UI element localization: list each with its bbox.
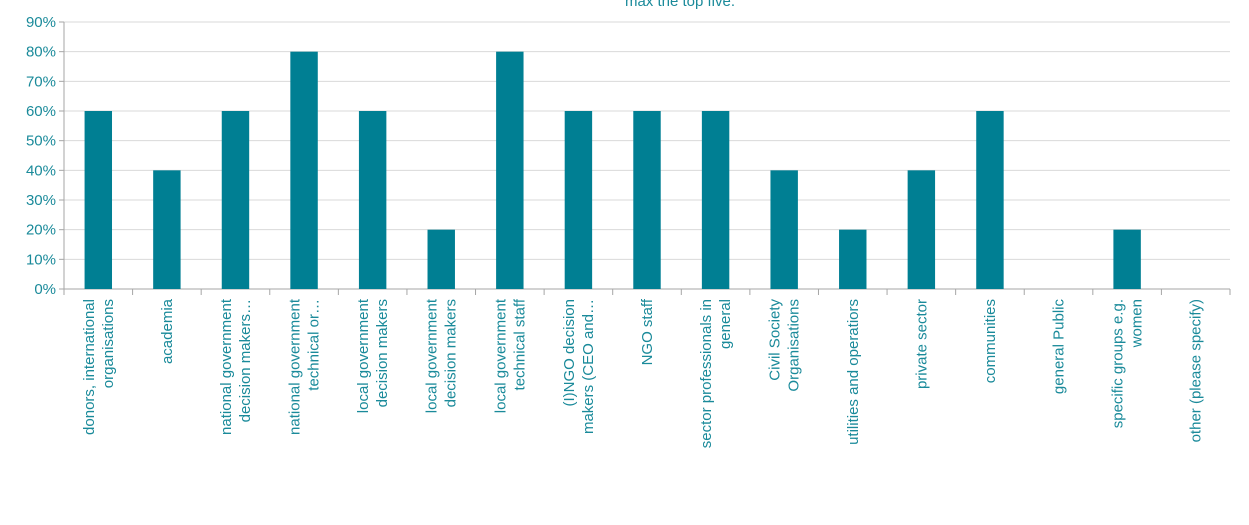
chart-title: max the top five. xyxy=(624,0,736,10)
category-label-line: specific groups e.g. xyxy=(1110,299,1127,428)
category-label-line: communities xyxy=(982,299,999,383)
category-label-line: Organisations xyxy=(786,299,803,392)
y-tick-label: 50% xyxy=(26,133,56,150)
category-label: donors, international organisations xyxy=(81,299,117,435)
y-tick-label: 70% xyxy=(26,73,56,90)
bar xyxy=(290,51,318,289)
category-label: local government technical staff xyxy=(492,298,528,413)
category-label-line: national government xyxy=(287,298,304,435)
category-label: sector professionals in general xyxy=(698,299,734,448)
category-label-line: general Public xyxy=(1051,299,1068,395)
category-label-line: women xyxy=(1129,299,1146,348)
category-label-line: local government xyxy=(492,298,509,413)
y-tick-label: 80% xyxy=(26,44,56,61)
bar xyxy=(633,111,661,289)
bar xyxy=(496,51,524,289)
category-label-line: makers (CEO and… xyxy=(580,299,597,434)
category-label-line: technical staff xyxy=(511,298,528,390)
y-tick-label: 90% xyxy=(26,14,56,31)
bar xyxy=(84,111,113,289)
category-label-line: private sector xyxy=(913,299,930,389)
bar xyxy=(1113,229,1141,289)
category-label-line: utilities and operatiors xyxy=(845,299,862,445)
category-label-line: general xyxy=(717,299,734,349)
y-tick-label: 30% xyxy=(26,192,56,209)
category-label-line: (I)NGO decision xyxy=(561,299,578,407)
category-label-line: academia xyxy=(159,298,176,364)
category-label: local government decision makers xyxy=(355,298,391,413)
y-tick-label: 40% xyxy=(26,162,56,179)
y-tick-label: 20% xyxy=(26,222,56,239)
category-label: (I)NGO decision makers (CEO and… xyxy=(561,299,597,434)
category-label: utilities and operatiors xyxy=(845,299,862,445)
category-label-line: organisations xyxy=(100,299,117,388)
category-label-line: decision makers… xyxy=(237,299,254,422)
category-label-line: sector professionals in xyxy=(698,299,715,448)
category-label-line: local government xyxy=(355,298,372,413)
category-label-line: technical or… xyxy=(306,299,323,391)
bar xyxy=(358,111,387,289)
bar xyxy=(770,170,798,289)
category-label: academia xyxy=(159,298,176,364)
y-tick-label: 60% xyxy=(26,103,56,120)
bar xyxy=(976,111,1004,289)
category-label: specific groups e.g. women xyxy=(1110,299,1146,428)
y-tick-label: 10% xyxy=(26,251,56,268)
category-label-line: Civil Society xyxy=(767,299,784,381)
bar xyxy=(701,111,730,289)
bar xyxy=(427,229,455,289)
category-label: general Public xyxy=(1051,299,1068,395)
category-label-line: decision makers xyxy=(443,299,460,407)
category-label-line: other (please specify) xyxy=(1188,299,1205,442)
bar xyxy=(153,170,181,289)
category-label: national government decision makers… xyxy=(218,298,254,435)
category-label: private sector xyxy=(913,299,930,389)
bar xyxy=(564,111,593,289)
y-tick-label: 0% xyxy=(34,281,56,298)
category-label-line: local government xyxy=(424,298,441,413)
category-label: national government technical or… xyxy=(287,298,323,435)
category-label: communities xyxy=(982,299,999,383)
bar xyxy=(839,229,867,289)
category-label: Civil Society Organisations xyxy=(767,299,803,392)
category-label-line: decision makers xyxy=(374,299,391,407)
bar xyxy=(221,111,250,289)
bar xyxy=(907,170,936,289)
category-label-line: donors, international xyxy=(81,299,98,435)
category-label: local government decision makers xyxy=(424,298,460,413)
category-label: other (please specify) xyxy=(1188,299,1205,442)
category-label-line: NGO staff xyxy=(639,298,656,365)
category-label: NGO staff xyxy=(639,298,656,365)
category-label-line: national government xyxy=(218,298,235,435)
